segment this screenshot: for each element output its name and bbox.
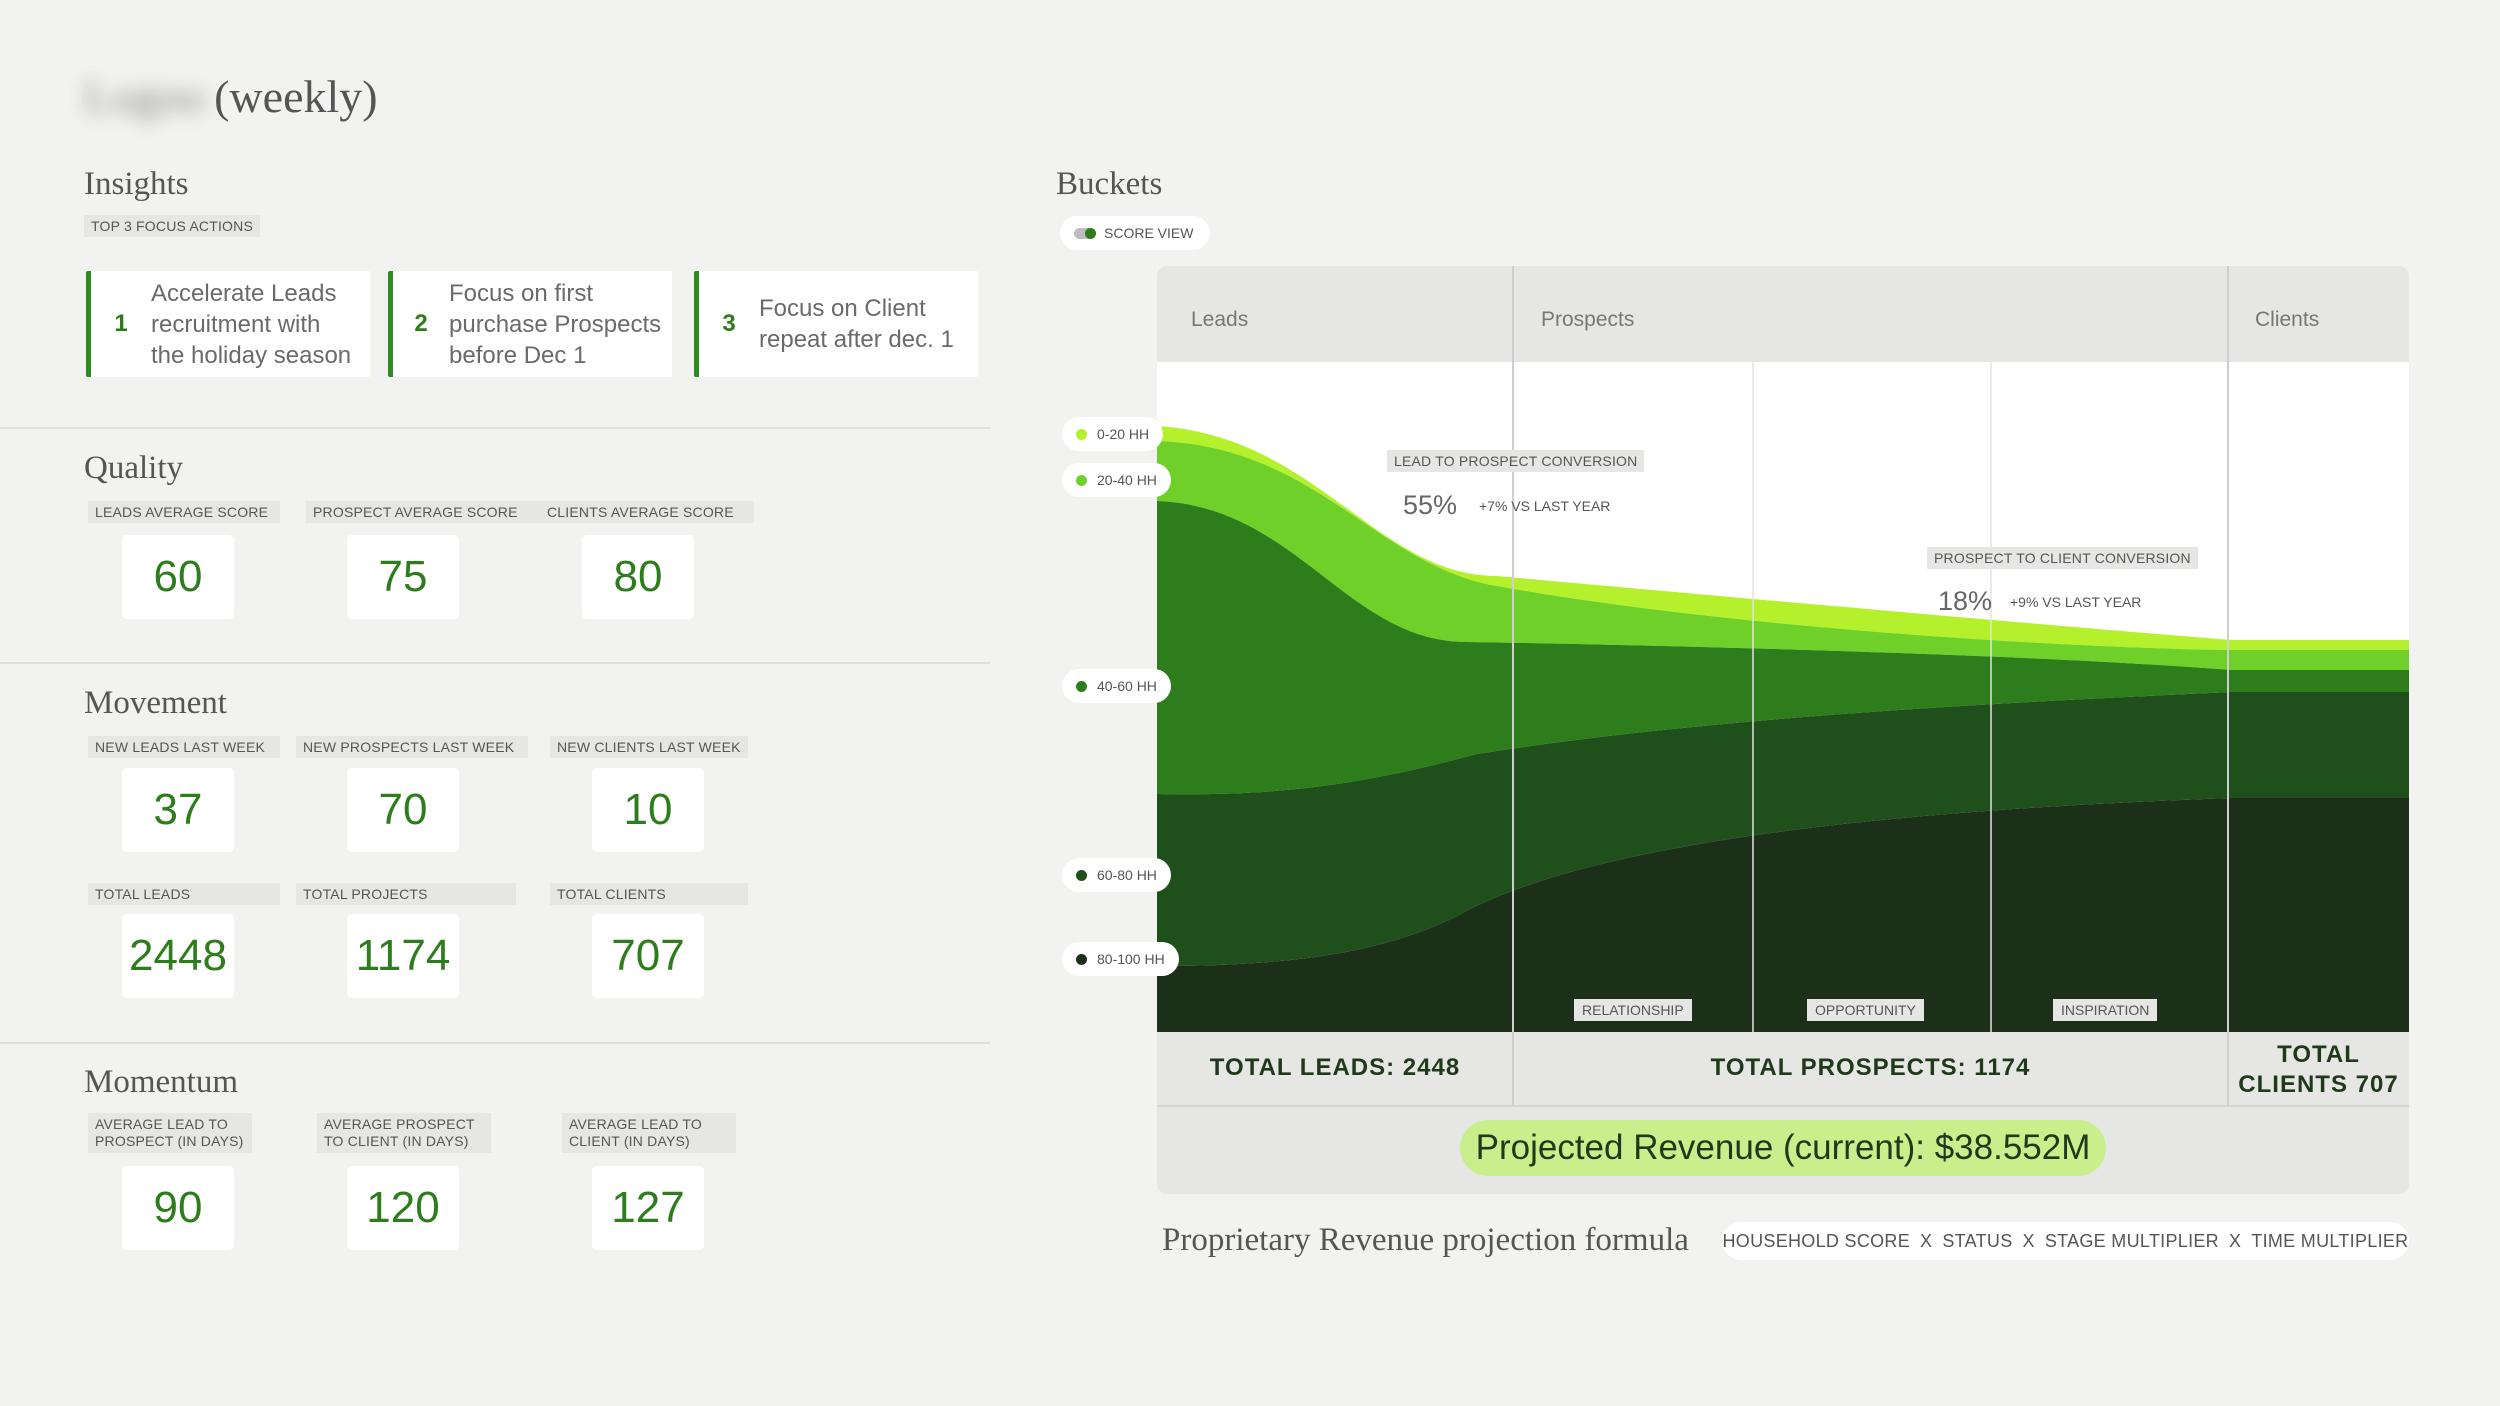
formula-term: TIME MULTIPLIER xyxy=(2251,1230,2409,1251)
divider xyxy=(0,427,990,429)
band-60-80-hh xyxy=(1157,692,2409,966)
prospect-to-client-conversion-label: PROSPECT TO CLIENT CONVERSION xyxy=(1927,547,2198,569)
leads-average-score-label: LEADS AVERAGE SCORE xyxy=(88,501,280,523)
lead-to-prospect-conversion-label: LEAD TO PROSPECT CONVERSION xyxy=(1387,450,1645,472)
band-80-100-hh xyxy=(1157,798,2409,1032)
score-view-toggle[interactable]: SCORE VIEW xyxy=(1060,216,1210,250)
formula-operator: X xyxy=(1920,1230,1933,1251)
stage-relationship: RELATIONSHIP xyxy=(1574,999,1692,1021)
avg-lead-to-prospect-value: 90 xyxy=(122,1166,234,1250)
divider xyxy=(0,1042,990,1044)
buckets-flow-svg xyxy=(1157,266,2409,1107)
dot-icon xyxy=(1076,474,1087,486)
new-leads-value: 37 xyxy=(122,768,234,852)
hh-band-0-20[interactable]: 0-20 HH xyxy=(1062,417,1164,451)
avg-lead-to-client-label: AVERAGE LEAD TO CLIENT (IN DAYS) xyxy=(562,1113,736,1153)
projected-revenue: Projected Revenue (current): $38.552M xyxy=(1460,1120,2106,1176)
focus-action-number: 2 xyxy=(414,310,428,337)
total-prospects: TOTAL PROSPECTS: 1174 xyxy=(1710,1054,2031,1081)
column-leads: Leads xyxy=(1191,308,1249,331)
focus-action-3[interactable]: 3 Focus on Client repeat after dec. 1 xyxy=(694,271,978,377)
momentum-title: Momentum xyxy=(84,1064,238,1100)
score-view-label: SCORE VIEW xyxy=(1104,225,1194,241)
lead-to-prospect-conversion-delta: +7% VS LAST YEAR xyxy=(1479,498,1611,514)
dot-icon xyxy=(1076,953,1087,965)
prospect-to-client-conversion-pct: 18% xyxy=(1938,586,1993,616)
formula-term: STAGE MULTIPLIER xyxy=(2044,1230,2219,1251)
dot-icon xyxy=(1076,680,1087,692)
stage-inspiration: INSPIRATION xyxy=(2053,999,2158,1021)
band-0-20-hh xyxy=(1157,426,2409,650)
blurred-logo: Logoo xyxy=(84,71,205,122)
focus-action-text: Focus on Client repeat after dec. 1 xyxy=(759,295,954,353)
focus-action-text: Focus on first purchase Prospects before D… xyxy=(449,279,662,369)
new-clients-label: NEW CLIENTS LAST WEEK xyxy=(550,736,748,758)
total-clients-value: 707 xyxy=(592,914,704,998)
divider xyxy=(0,662,990,664)
page-title-suffix: (weekly) xyxy=(214,71,378,122)
focus-action-text: Accelerate Leads recruitment with the holi… xyxy=(151,279,352,369)
dot-icon xyxy=(1076,428,1087,440)
avg-prospect-to-client-value: 120 xyxy=(347,1166,459,1250)
quality-title: Quality xyxy=(84,450,183,486)
prospect-to-client-conversion-delta: +9% VS LAST YEAR xyxy=(2010,594,2142,610)
hh-band-40-60[interactable]: 40-60 HH xyxy=(1062,669,1171,703)
clients-average-score-value: 80 xyxy=(582,535,694,619)
column-prospects: Prospects xyxy=(1541,308,1635,331)
prospect-average-score-value: 75 xyxy=(347,535,459,619)
new-leads-label: NEW LEADS LAST WEEK xyxy=(88,736,280,758)
band-20-40-hh xyxy=(1157,441,2409,670)
prospect-average-score-label: PROSPECT AVERAGE SCORE xyxy=(306,501,540,523)
focus-action-number: 1 xyxy=(114,310,128,337)
total-projects-label: TOTAL PROJECTS xyxy=(296,883,516,905)
stage-opportunity: OPPORTUNITY xyxy=(1807,999,1924,1021)
hh-band-20-40[interactable]: 20-40 HH xyxy=(1062,463,1171,497)
formula-operator: X xyxy=(2022,1230,2035,1251)
hh-band-80-100[interactable]: 80-100 HH xyxy=(1062,942,1179,976)
new-prospects-value: 70 xyxy=(347,768,459,852)
band-40-60-hh xyxy=(1157,501,2409,795)
movement-title: Movement xyxy=(84,685,227,721)
avg-lead-to-client-value: 127 xyxy=(592,1166,704,1250)
dot-icon xyxy=(1076,869,1087,881)
total-leads-label: TOTAL LEADS xyxy=(88,883,280,905)
formula-title: Proprietary Revenue projection formula xyxy=(1162,1222,1689,1258)
total-projects-value: 1174 xyxy=(347,914,459,998)
lead-to-prospect-conversion-pct: 55% xyxy=(1403,490,1458,520)
formula-operator: X xyxy=(2228,1230,2242,1251)
clients-average-score-label: CLIENTS AVERAGE SCORE xyxy=(540,501,754,523)
column-clients: Clients xyxy=(2255,308,2320,331)
total-clients-label: TOTAL CLIENTS xyxy=(550,883,748,905)
formula-term: STATUS xyxy=(1942,1230,2013,1251)
avg-prospect-to-client-label: AVERAGE PROSPECT TO CLIENT (IN DAYS) xyxy=(317,1113,491,1153)
new-prospects-label: NEW PROSPECTS LAST WEEK xyxy=(296,736,528,758)
insights-subtitle: TOP 3 FOCUS ACTIONS xyxy=(84,215,260,237)
insights-title: Insights xyxy=(84,166,189,202)
page-title: Logoo (weekly) xyxy=(84,70,378,123)
toggle-switch-icon xyxy=(1074,227,1096,239)
leads-average-score-value: 60 xyxy=(122,535,234,619)
formula-expression: HOUSEHOLD SCORE X STATUS X STAGE MULTIPLIER X… xyxy=(1722,1222,2409,1260)
total-leads: TOTAL LEADS: 2448 xyxy=(1209,1054,1461,1081)
focus-action-1[interactable]: 1 Accelerate Leads recruitment with the ho… xyxy=(86,271,370,377)
total-leads-value: 2448 xyxy=(122,914,234,998)
avg-lead-to-prospect-label: AVERAGE LEAD TO PROSPECT (IN DAYS) xyxy=(88,1113,252,1153)
new-clients-value: 10 xyxy=(592,768,704,852)
formula-term: HOUSEHOLD SCORE xyxy=(1722,1230,1911,1251)
total-clients: TOTAL CLIENTS 707 xyxy=(2238,1041,2399,1098)
focus-action-number: 3 xyxy=(722,310,736,337)
buckets-title: Buckets xyxy=(1056,166,1163,202)
buckets-chart: Leads Prospects Clients LEAD TO PROSPECT… xyxy=(1157,266,2409,1194)
focus-action-2[interactable]: 2 Focus on first purchase Prospects before… xyxy=(388,271,672,377)
hh-band-60-80[interactable]: 60-80 HH xyxy=(1062,858,1171,892)
